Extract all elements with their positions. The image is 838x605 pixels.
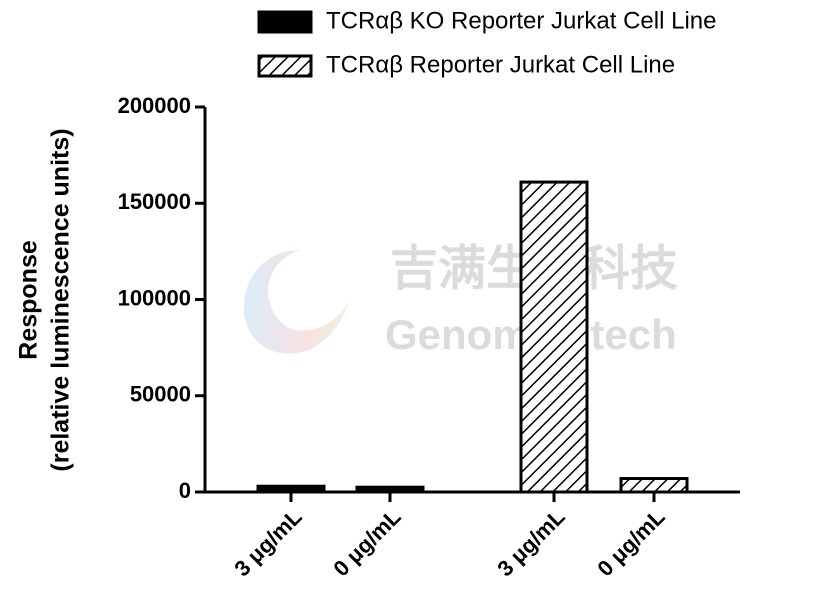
y-axis-label: Response — [15, 240, 43, 360]
y-tick-label: 50000 — [130, 382, 191, 407]
watermark-logo — [243, 250, 350, 354]
y-tick-label: 150000 — [118, 189, 191, 214]
watermark: 吉满生物科技 Genomeditech — [243, 243, 678, 358]
legend-label: TCRαβ KO Reporter Jurkat Cell Line — [326, 7, 716, 34]
legend-swatch — [257, 54, 313, 78]
x-tick-label: 0 μg/mL — [592, 504, 669, 581]
legend-label: TCRαβ Reporter Jurkat Cell Line — [326, 51, 675, 78]
x-tick-label: 3 μg/mL — [229, 504, 306, 581]
y-axis-label: (relative luminescence units) — [47, 128, 75, 471]
bar — [256, 484, 326, 494]
y-tick-label: 0 — [179, 478, 191, 503]
y-tick-label: 200000 — [118, 93, 191, 118]
x-tick-label: 3 μg/mL — [492, 504, 569, 581]
legend-swatch — [257, 10, 313, 34]
bar — [619, 477, 689, 494]
bar — [355, 485, 425, 494]
x-tick-label: 0 μg/mL — [328, 504, 405, 581]
bar — [519, 180, 589, 494]
y-tick-label: 100000 — [118, 285, 191, 310]
